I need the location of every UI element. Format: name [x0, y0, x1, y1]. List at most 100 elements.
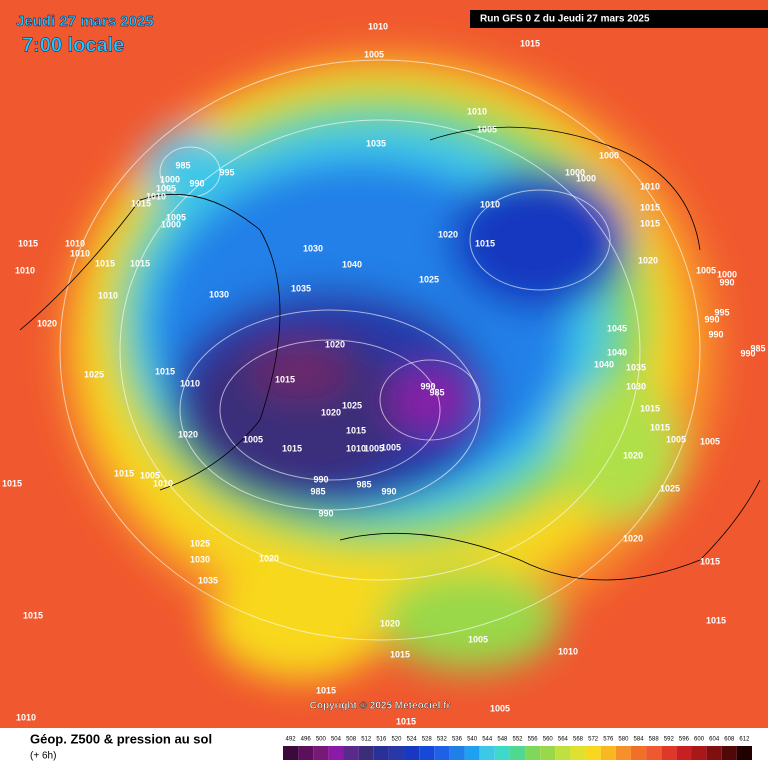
- pressure-label: 990: [313, 474, 328, 484]
- scale-label: 500: [316, 737, 327, 743]
- pressure-label: 1015: [346, 425, 366, 435]
- pressure-label: 1000: [599, 150, 619, 160]
- pressure-label: 990: [704, 314, 719, 324]
- scale-label: 552: [512, 737, 523, 743]
- scale-label: 556: [528, 737, 539, 743]
- pressure-label: 1000: [160, 174, 180, 184]
- pressure-label: 1010: [640, 181, 660, 191]
- scale-swatch: [630, 746, 647, 760]
- pressure-label: 1035: [291, 283, 311, 293]
- pressure-label: 1010: [558, 646, 578, 656]
- copyright: Copyright © 2025 Meteociel.fr: [310, 701, 451, 712]
- pressure-label: 1015: [23, 610, 43, 620]
- pressure-label: 1040: [342, 259, 362, 269]
- pressure-label: 1015: [130, 258, 150, 268]
- pressure-label: 1010: [16, 712, 36, 722]
- scale-swatch: [721, 746, 737, 760]
- pressure-label: 990: [420, 381, 435, 391]
- scale-swatch: [736, 746, 752, 760]
- pressure-label: 990: [740, 348, 755, 358]
- pressure-label: 1030: [303, 243, 323, 253]
- scale-swatch: [691, 746, 707, 760]
- scale-label: 596: [679, 737, 690, 743]
- coastlines: [19, 126, 761, 581]
- pressure-label: 1010: [153, 478, 173, 488]
- scale-swatch: [419, 746, 435, 760]
- pressure-label: 985: [429, 387, 444, 397]
- pressure-label: 1020: [380, 618, 400, 628]
- run-banner: [470, 10, 768, 28]
- isobars: [59, 59, 701, 641]
- scale-swatch: [600, 746, 616, 760]
- pressure-label: 1015: [316, 685, 336, 695]
- pressure-label: 1035: [366, 138, 386, 148]
- scale-label: 584: [634, 737, 645, 743]
- pressure-label: 990: [719, 277, 734, 287]
- color-scale: 492 496 500 504 508 512 516 520 524 528 532 536 540 5…: [283, 737, 752, 760]
- pressure-label: 1000: [161, 219, 181, 229]
- pressure-label: 1005: [468, 634, 488, 644]
- scale-swatch: [358, 746, 374, 760]
- scale-label: 524: [407, 737, 418, 743]
- pressure-label: 1015: [282, 443, 302, 453]
- pressure-label: 1010: [146, 191, 166, 201]
- scale-swatch: [494, 746, 510, 760]
- geopotential-field: [60, 50, 720, 680]
- scale-swatch: [676, 746, 692, 760]
- pressure-label: 1015: [640, 218, 660, 228]
- pressure-label: 1030: [626, 381, 646, 391]
- scale-label: 516: [376, 737, 387, 743]
- scale-label: 548: [497, 737, 508, 743]
- pressure-label: 1025: [190, 538, 210, 548]
- pressure-label: 1015: [706, 615, 726, 625]
- scale-swatch: [540, 746, 556, 760]
- scale-label: 492: [286, 737, 297, 743]
- pressure-label: 1010: [346, 443, 366, 453]
- pressure-label: 1010: [98, 290, 118, 300]
- scale-label: 572: [588, 737, 599, 743]
- pressure-label: 1005: [490, 703, 510, 713]
- pressure-label: 1030: [209, 289, 229, 299]
- pressure-label: 1005: [166, 212, 186, 222]
- pressure-label: 1005: [156, 183, 176, 193]
- pressure-label: 1015: [2, 478, 22, 488]
- pressure-label: 1015: [114, 468, 134, 478]
- scale-swatch: [283, 746, 299, 760]
- pressure-label: 1005: [364, 443, 384, 453]
- scale-label: 568: [573, 737, 584, 743]
- pressure-label: 1025: [660, 483, 680, 493]
- scale-swatch: [661, 746, 677, 760]
- run-info: Run GFS 0 Z du Jeudi 27 mars 2025: [480, 14, 650, 25]
- scale-swatch: [404, 746, 420, 760]
- pressure-label: 1005: [700, 436, 720, 446]
- pressure-label: 1005: [666, 434, 686, 444]
- pressure-label: 1015: [650, 422, 670, 432]
- pressure-label: 1015: [700, 556, 720, 566]
- scale-swatch: [313, 746, 329, 760]
- pressure-label: 990: [189, 178, 204, 188]
- scale-label: 544: [482, 737, 493, 743]
- pressure-label: 1020: [638, 255, 658, 265]
- scale-swatch: [449, 746, 465, 760]
- pressure-label: 1015: [18, 238, 38, 248]
- pressure-label: 1035: [198, 575, 218, 585]
- pressure-labels: 1010100510151010100510351000100010001010…: [2, 21, 766, 726]
- pressure-label: 1045: [607, 323, 627, 333]
- pressure-label: 1005: [364, 49, 384, 59]
- scale-label: 592: [664, 737, 675, 743]
- scale-label: 520: [391, 737, 402, 743]
- pressure-label: 1005: [696, 265, 716, 275]
- pressure-label: 1010: [467, 106, 487, 116]
- pressure-label: 1030: [190, 554, 210, 564]
- date: Jeudi 27 mars 2025: [16, 13, 154, 30]
- pressure-label: 1015: [520, 38, 540, 48]
- pressure-label: 1020: [321, 407, 341, 417]
- scale-label: 608: [724, 737, 735, 743]
- scale-swatch: [615, 746, 631, 760]
- footer-lead: (+ 6h): [30, 751, 56, 762]
- pressure-label: 985: [356, 479, 371, 489]
- pressure-label: 1010: [480, 199, 500, 209]
- pressure-label: 1000: [576, 173, 596, 183]
- scale-swatch: [479, 746, 495, 760]
